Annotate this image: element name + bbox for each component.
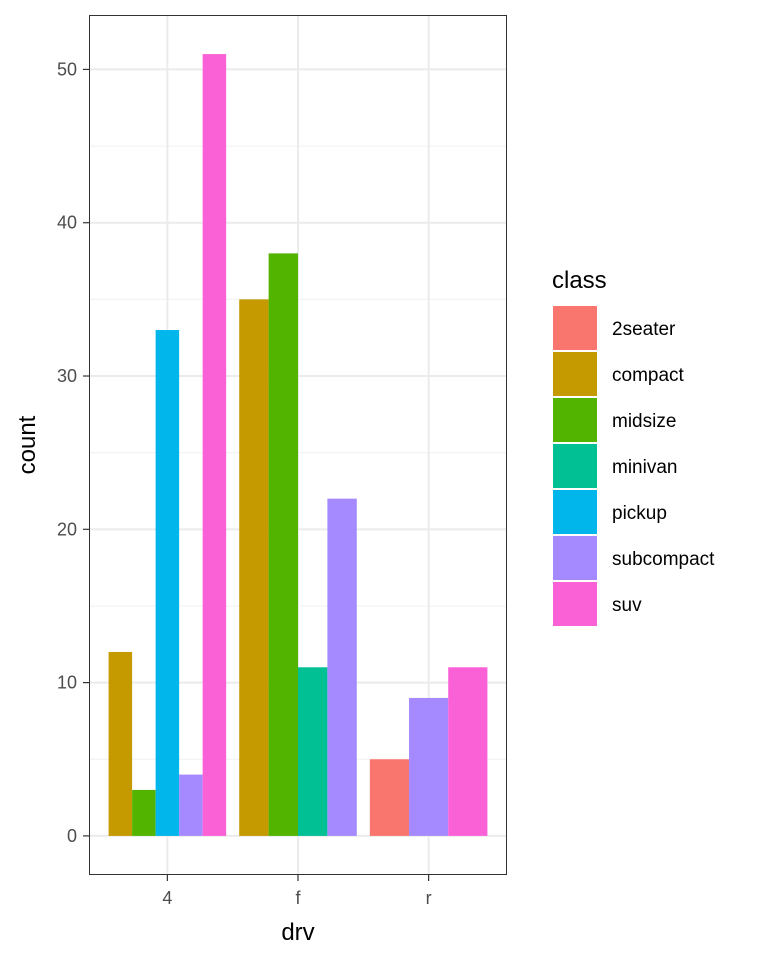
- legend-label-pickup: pickup: [612, 503, 667, 524]
- y-tick-label: 30: [57, 366, 77, 386]
- bar-subcompact-r: [409, 697, 449, 836]
- legend-key-suv: [553, 582, 597, 626]
- y-axis-title: count: [14, 415, 41, 474]
- legend-items: 2seater compact midsize minivan pickup subcom…: [553, 306, 715, 626]
- panel-border: [89, 15, 507, 875]
- bar-suv-r: [448, 667, 488, 836]
- legend-label-compact: compact: [612, 365, 685, 386]
- y-tick-label: 0: [67, 826, 77, 846]
- bar-compact-f: [239, 299, 269, 836]
- bar-midsize-4: [132, 789, 156, 836]
- x-axis: 4 f r: [162, 875, 432, 908]
- plot-panel: [89, 15, 507, 875]
- legend-label-2seater: 2seater: [612, 319, 676, 340]
- y-tick-label: 50: [57, 59, 77, 79]
- legend-label-midsize: midsize: [612, 411, 676, 432]
- x-tick-label-f: f: [295, 888, 301, 908]
- legend: class 2seater compact midsize minivan pickup…: [552, 267, 715, 626]
- legend-label-subcompact: subcompact: [612, 549, 715, 570]
- bar-subcompact-4: [179, 774, 203, 836]
- x-tick-label-4: 4: [162, 888, 172, 908]
- legend-label-minivan: minivan: [612, 457, 677, 478]
- legend-key-minivan: [553, 444, 597, 488]
- x-tick-label-r: r: [426, 888, 432, 908]
- bar-pickup-4: [155, 330, 180, 836]
- bar-midsize-f: [268, 253, 298, 836]
- legend-label-suv: suv: [612, 595, 642, 616]
- legend-key-subcompact: [553, 536, 597, 580]
- x-axis-title: drv: [281, 919, 314, 946]
- legend-key-2seater: [553, 306, 597, 350]
- y-tick-label: 10: [57, 673, 77, 693]
- bar-subcompact-f: [327, 498, 357, 836]
- bar-2seater-r: [369, 759, 410, 836]
- legend-key-midsize: [553, 398, 597, 442]
- bar-minivan-f: [298, 667, 328, 836]
- bar-compact-4: [108, 651, 133, 836]
- y-tick-label: 20: [57, 519, 77, 539]
- bar-suv-4: [202, 54, 227, 836]
- legend-key-compact: [553, 352, 597, 396]
- y-axis: 0 10 20 30 40 50: [57, 59, 89, 846]
- legend-key-pickup: [553, 490, 597, 534]
- legend-title: class: [552, 267, 607, 294]
- bars: [108, 54, 488, 836]
- y-tick-label: 40: [57, 213, 77, 233]
